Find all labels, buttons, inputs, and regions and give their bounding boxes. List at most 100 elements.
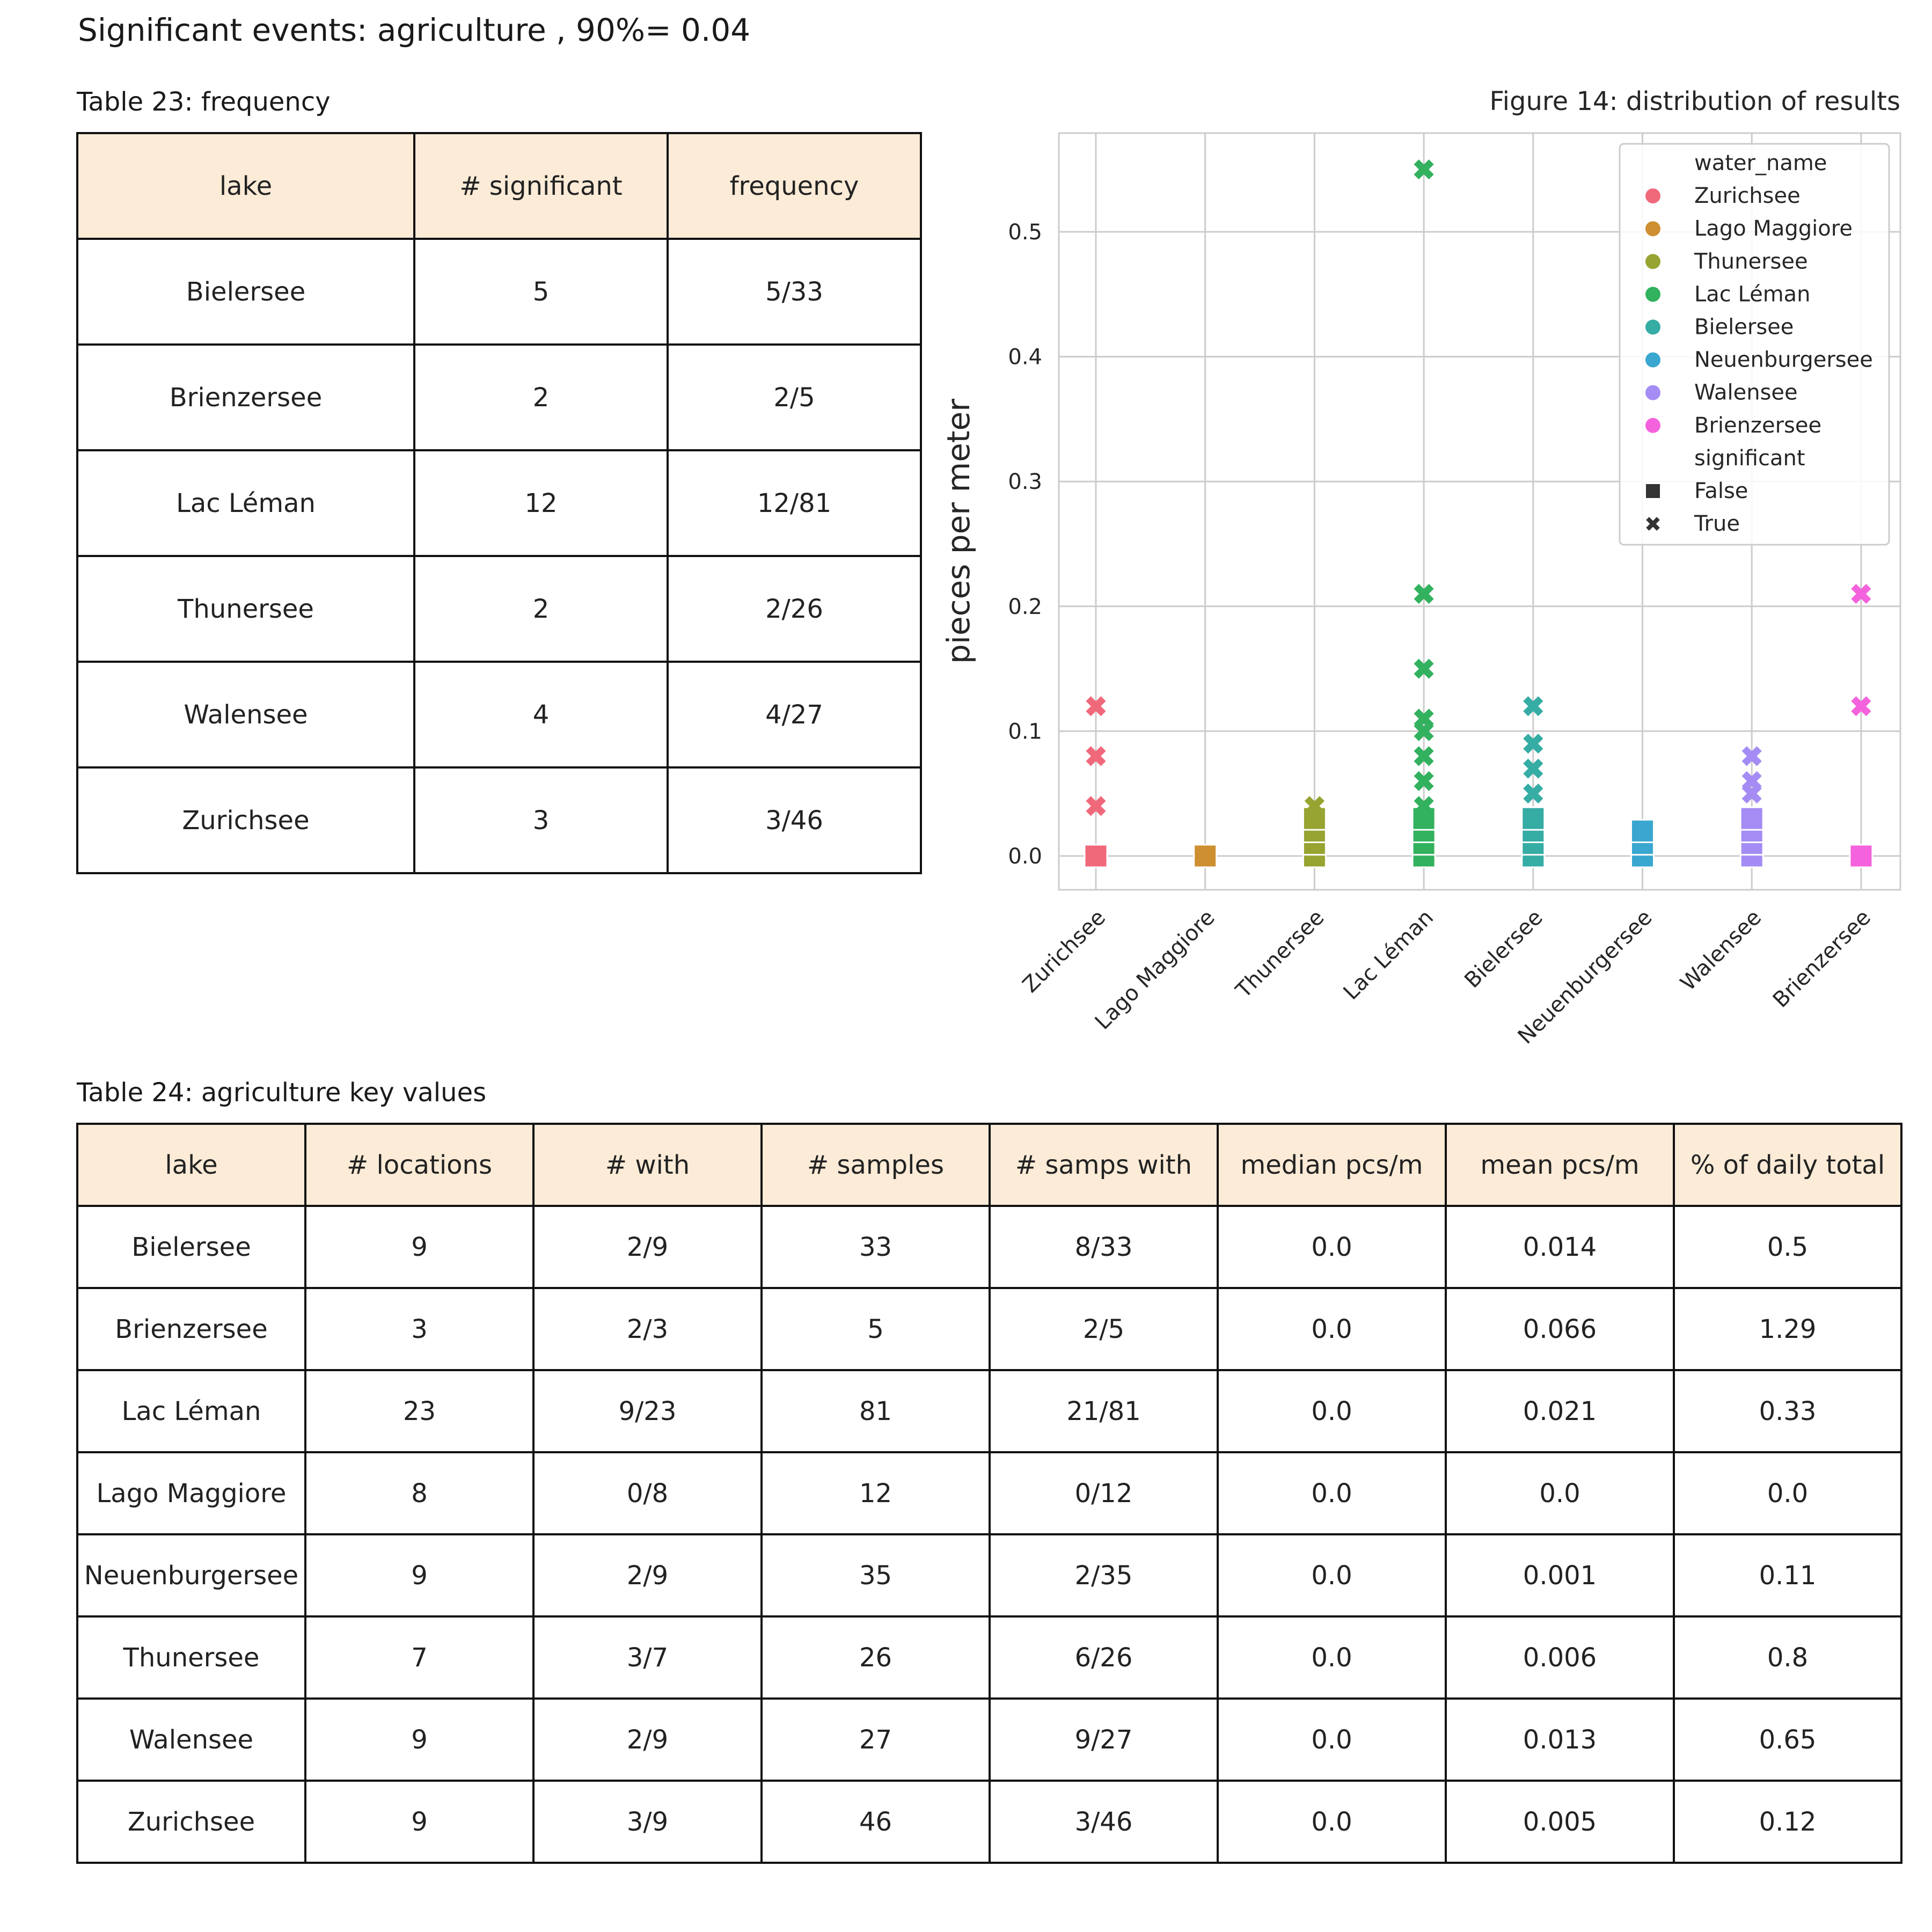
table-cell: 2/35	[989, 1533, 1219, 1618]
point-significant	[1414, 796, 1434, 816]
column-header: # samples	[760, 1123, 991, 1207]
table-cell: 0.12	[1673, 1780, 1902, 1864]
legend-swatch	[1645, 418, 1660, 433]
table-cell: 5	[413, 238, 669, 346]
table-cell: 4/27	[667, 661, 922, 769]
table23-caption: Table 23: frequency	[77, 87, 331, 117]
table-cell: 2	[413, 555, 669, 663]
table-cell: 26	[760, 1615, 991, 1700]
key-values-table: lake # locations # with # samples # samp…	[76, 1123, 1902, 1864]
table-cell: 0.066	[1445, 1287, 1675, 1371]
point-not-significant	[1849, 844, 1874, 868]
distribution-chart: Figure 14: distribution of results piece…	[940, 86, 1901, 1049]
table-row: Neuenburgersee 9 2/9 35 2/35 0.0 0.001 0.11	[76, 1533, 1902, 1618]
table-cell: 21/81	[989, 1369, 1219, 1453]
legend-swatch	[1645, 188, 1660, 204]
table-cell: 0.0	[1217, 1369, 1447, 1453]
table-cell: Brienzersee	[76, 1287, 306, 1371]
legend: water_name Zurichsee Lago Maggiore Thunerse…	[1619, 143, 1890, 546]
table-cell: 12/81	[667, 449, 922, 557]
y-tick-label: 0.5	[1008, 220, 1042, 245]
table-cell: 35	[760, 1533, 991, 1618]
table-cell: 27	[760, 1697, 991, 1782]
table-cell: 2/5	[989, 1287, 1219, 1371]
page-title: Significant events: agriculture , 90%= 0…	[78, 12, 751, 48]
table-row: Bielersee 5 5/33	[76, 238, 922, 346]
table-row: Brienzersee 3 2/3 5 2/5 0.0 0.066 1.29	[76, 1287, 1902, 1371]
column-header: lake	[76, 1123, 306, 1207]
table-cell: Bielersee	[76, 1205, 306, 1289]
table-cell: 9	[304, 1780, 535, 1864]
point-significant	[1851, 696, 1871, 716]
table-cell: 0/8	[532, 1451, 763, 1535]
column-header: median pcs/m	[1217, 1123, 1447, 1207]
table-cell: 0.005	[1445, 1780, 1675, 1864]
table-cell: 2/9	[532, 1205, 763, 1289]
table-cell: 3/9	[532, 1780, 763, 1864]
table-cell: 3/46	[667, 766, 922, 874]
point-significant	[1304, 796, 1324, 816]
table-cell: Zurichsee	[76, 1780, 306, 1864]
legend-swatch	[1645, 254, 1660, 269]
legend-hue-title: water_name	[1694, 151, 1827, 175]
legend-label: Lac Léman	[1694, 282, 1811, 306]
legend-x-marker	[1646, 517, 1660, 531]
point-significant	[1086, 796, 1106, 816]
table-cell: 0.0	[1217, 1205, 1447, 1289]
point-significant	[1523, 696, 1543, 716]
marks-layer	[1084, 159, 1874, 868]
table-cell: 0.0	[1217, 1451, 1447, 1535]
table-cell: 0.0	[1217, 1697, 1447, 1782]
table-cell: Walensee	[76, 1697, 306, 1782]
table-cell: Lac Léman	[76, 449, 415, 557]
column-header: # locations	[304, 1123, 535, 1207]
table-cell: Zurichsee	[76, 766, 415, 874]
table-cell: 0.0	[1673, 1451, 1902, 1535]
legend-style-title: significant	[1694, 446, 1805, 471]
point-significant	[1523, 784, 1543, 804]
table-cell: 2/9	[532, 1697, 763, 1782]
table-cell: 3	[304, 1287, 535, 1371]
point-not-significant	[1084, 844, 1108, 868]
x-tick-label: Lac Léman	[1339, 905, 1439, 1005]
legend-label: Thunersee	[1694, 249, 1808, 274]
point-significant	[1741, 771, 1762, 792]
table-cell: 12	[413, 449, 669, 557]
column-header: mean pcs/m	[1445, 1123, 1675, 1207]
table-cell: Walensee	[76, 661, 415, 769]
table-cell: 5	[760, 1287, 991, 1371]
legend-swatch	[1645, 221, 1660, 237]
point-significant	[1414, 708, 1434, 729]
table-cell: 2/9	[532, 1533, 763, 1618]
table-row: Thunersee 7 3/7 26 6/26 0.0 0.006 0.8	[76, 1615, 1902, 1700]
table-cell: Lago Maggiore	[76, 1451, 306, 1535]
table-cell: 9	[304, 1697, 535, 1782]
table-cell: Lac Léman	[76, 1369, 306, 1453]
legend-label: Zurichsee	[1694, 184, 1801, 208]
point-significant	[1414, 771, 1434, 792]
point-not-significant	[1193, 844, 1218, 868]
y-axis-label: pieces per meter	[940, 399, 977, 664]
table-cell: 0.001	[1445, 1533, 1675, 1618]
legend-label: Walensee	[1694, 380, 1798, 405]
table-cell: 0.0	[1217, 1615, 1447, 1700]
legend-swatch	[1645, 352, 1660, 368]
legend-square-marker	[1646, 484, 1660, 498]
table-cell: 1.29	[1673, 1287, 1902, 1371]
x-tick-label: Zurichsee	[1018, 905, 1110, 998]
table-cell: 0.5	[1673, 1205, 1902, 1289]
table-cell: 0.8	[1673, 1615, 1902, 1700]
column-header: % of daily total	[1673, 1123, 1902, 1207]
table-cell: Thunersee	[76, 1615, 306, 1700]
table24-caption: Table 24: agriculture key values	[77, 1078, 487, 1108]
table-cell: 4	[413, 661, 669, 769]
table-cell: 81	[760, 1369, 991, 1453]
point-significant	[1086, 696, 1106, 716]
table-row: Lago Maggiore 8 0/8 12 0/12 0.0 0.0 0.0	[76, 1451, 1902, 1535]
column-header: lake	[76, 132, 415, 240]
x-tick-label: Thunersee	[1231, 905, 1329, 1004]
point-significant	[1414, 583, 1434, 604]
x-tick-label: Walensee	[1676, 905, 1767, 996]
x-tick-label: Lago Maggiore	[1091, 905, 1220, 1035]
table-row: Bielersee 9 2/9 33 8/33 0.0 0.014 0.5	[76, 1205, 1902, 1289]
